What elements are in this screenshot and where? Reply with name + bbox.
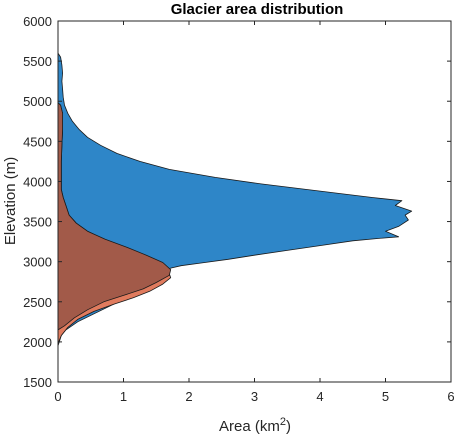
y-tick-label: 2500 xyxy=(23,295,52,310)
x-tick-label: 6 xyxy=(447,389,454,404)
y-tick-label: 5500 xyxy=(23,54,52,69)
x-ticks: 0 1 2 3 4 5 6 xyxy=(54,21,455,404)
area-series-3 xyxy=(57,102,172,331)
x-axis-label-unit: km xyxy=(260,418,280,434)
x-axis-label-open: ( xyxy=(251,418,260,434)
y-axis-label: Elevation (m) xyxy=(2,157,19,245)
y-tick-label: 3500 xyxy=(23,215,52,230)
y-tick-label: 3000 xyxy=(23,255,52,270)
y-tick-label: 1500 xyxy=(23,375,52,390)
chart-title: Glacier area distribution xyxy=(171,1,344,18)
x-axis-label-close: ) xyxy=(286,418,291,434)
x-axis-label-unit-exp: 2 xyxy=(280,416,286,428)
x-tick-label: 0 xyxy=(54,389,61,404)
x-axis-label: Area (km2) xyxy=(219,416,291,434)
y-ticks: 1500 2000 2500 3000 3500 4000 4500 5000 5500 6000 xyxy=(23,14,451,390)
x-tick-label: 1 xyxy=(120,389,127,404)
x-tick-label: 2 xyxy=(185,389,192,404)
y-tick-label: 4000 xyxy=(23,174,52,189)
y-tick-label: 5000 xyxy=(23,94,52,109)
x-tick-label: 5 xyxy=(382,389,389,404)
y-tick-label: 2000 xyxy=(23,335,52,350)
x-tick-label: 4 xyxy=(316,389,323,404)
series-layer xyxy=(57,52,413,347)
y-tick-label: 6000 xyxy=(23,14,52,29)
x-axis-label-text: Area xyxy=(219,418,251,434)
y-tick-label: 4500 xyxy=(23,134,52,149)
x-tick-label: 3 xyxy=(251,389,258,404)
